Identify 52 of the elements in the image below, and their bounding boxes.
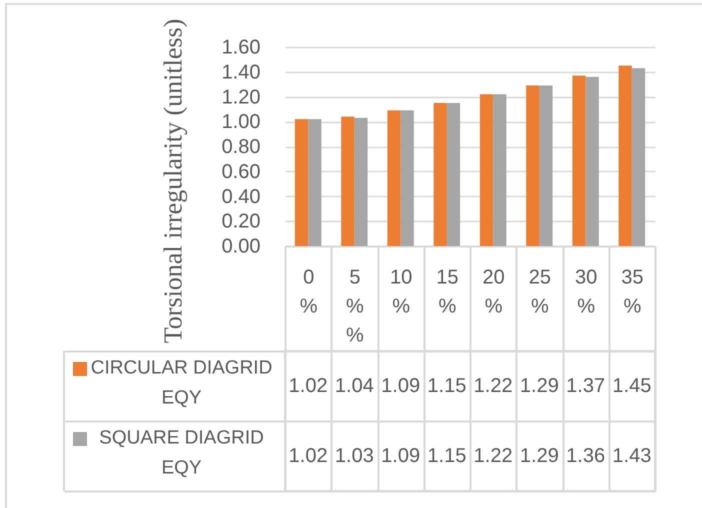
y-tick-label: 1.60 (222, 36, 260, 58)
data-label: 1.22 (474, 375, 513, 397)
y-tick-label: 1.00 (222, 111, 260, 134)
x-tick-label: 10 % (390, 266, 412, 318)
bar (446, 102, 460, 246)
x-tick-label: 20 % (482, 266, 505, 318)
data-label: 1.43 (612, 445, 652, 467)
data-label: 1.03 (334, 445, 374, 467)
x-tick-label: 0 % (300, 266, 318, 318)
x-tick-label: 30 % (575, 266, 598, 318)
data-label: 1.09 (381, 375, 420, 397)
x-tick-label: 15 % (436, 266, 458, 318)
y-tick-label: 0.80 (222, 136, 260, 158)
legend-label: SQUARE DIAGRID EQY (99, 428, 264, 478)
bar (632, 68, 646, 246)
data-label: 1.02 (288, 445, 328, 467)
data-label: 1.15 (427, 445, 466, 467)
x-tick-label: 25 % (528, 266, 551, 318)
data-label: 1.45 (612, 375, 652, 397)
y-tick-label: 1.40 (222, 61, 260, 84)
bar (400, 110, 414, 246)
data-label: 1.04 (334, 375, 374, 397)
y-tick-label: 0.60 (222, 160, 260, 183)
bar (341, 116, 354, 246)
data-label: 1.02 (288, 375, 328, 397)
bar (586, 76, 599, 246)
y-tick-label: 0.20 (222, 210, 260, 233)
bar (572, 76, 586, 246)
bar (354, 118, 368, 246)
data-label: 1.36 (566, 445, 606, 467)
legend-label: CIRCULAR DIAGRID EQY (90, 358, 272, 408)
bar (387, 110, 401, 246)
data-label: 1.22 (474, 445, 513, 467)
y-tick-label: 1.20 (222, 86, 260, 108)
data-label: 1.15 (427, 375, 466, 397)
bar (308, 119, 322, 246)
data-label: 1.37 (566, 375, 606, 397)
y-tick-label: 0.40 (222, 186, 260, 208)
bar (618, 66, 632, 246)
y-tick-label: 0.00 (222, 236, 260, 258)
data-label: 1.09 (381, 445, 420, 467)
data-label: 1.29 (520, 445, 559, 467)
bar (480, 94, 494, 246)
bar (493, 94, 506, 246)
bar (526, 86, 540, 246)
x-tick-label: 5 % % (346, 266, 364, 346)
bar (294, 119, 308, 246)
data-label: 1.29 (520, 375, 559, 397)
y-axis-title: Torsional irregularity (unitless) (158, 18, 188, 344)
x-tick-label: 35 % (621, 266, 644, 318)
bar (434, 102, 447, 246)
bar (539, 86, 553, 246)
